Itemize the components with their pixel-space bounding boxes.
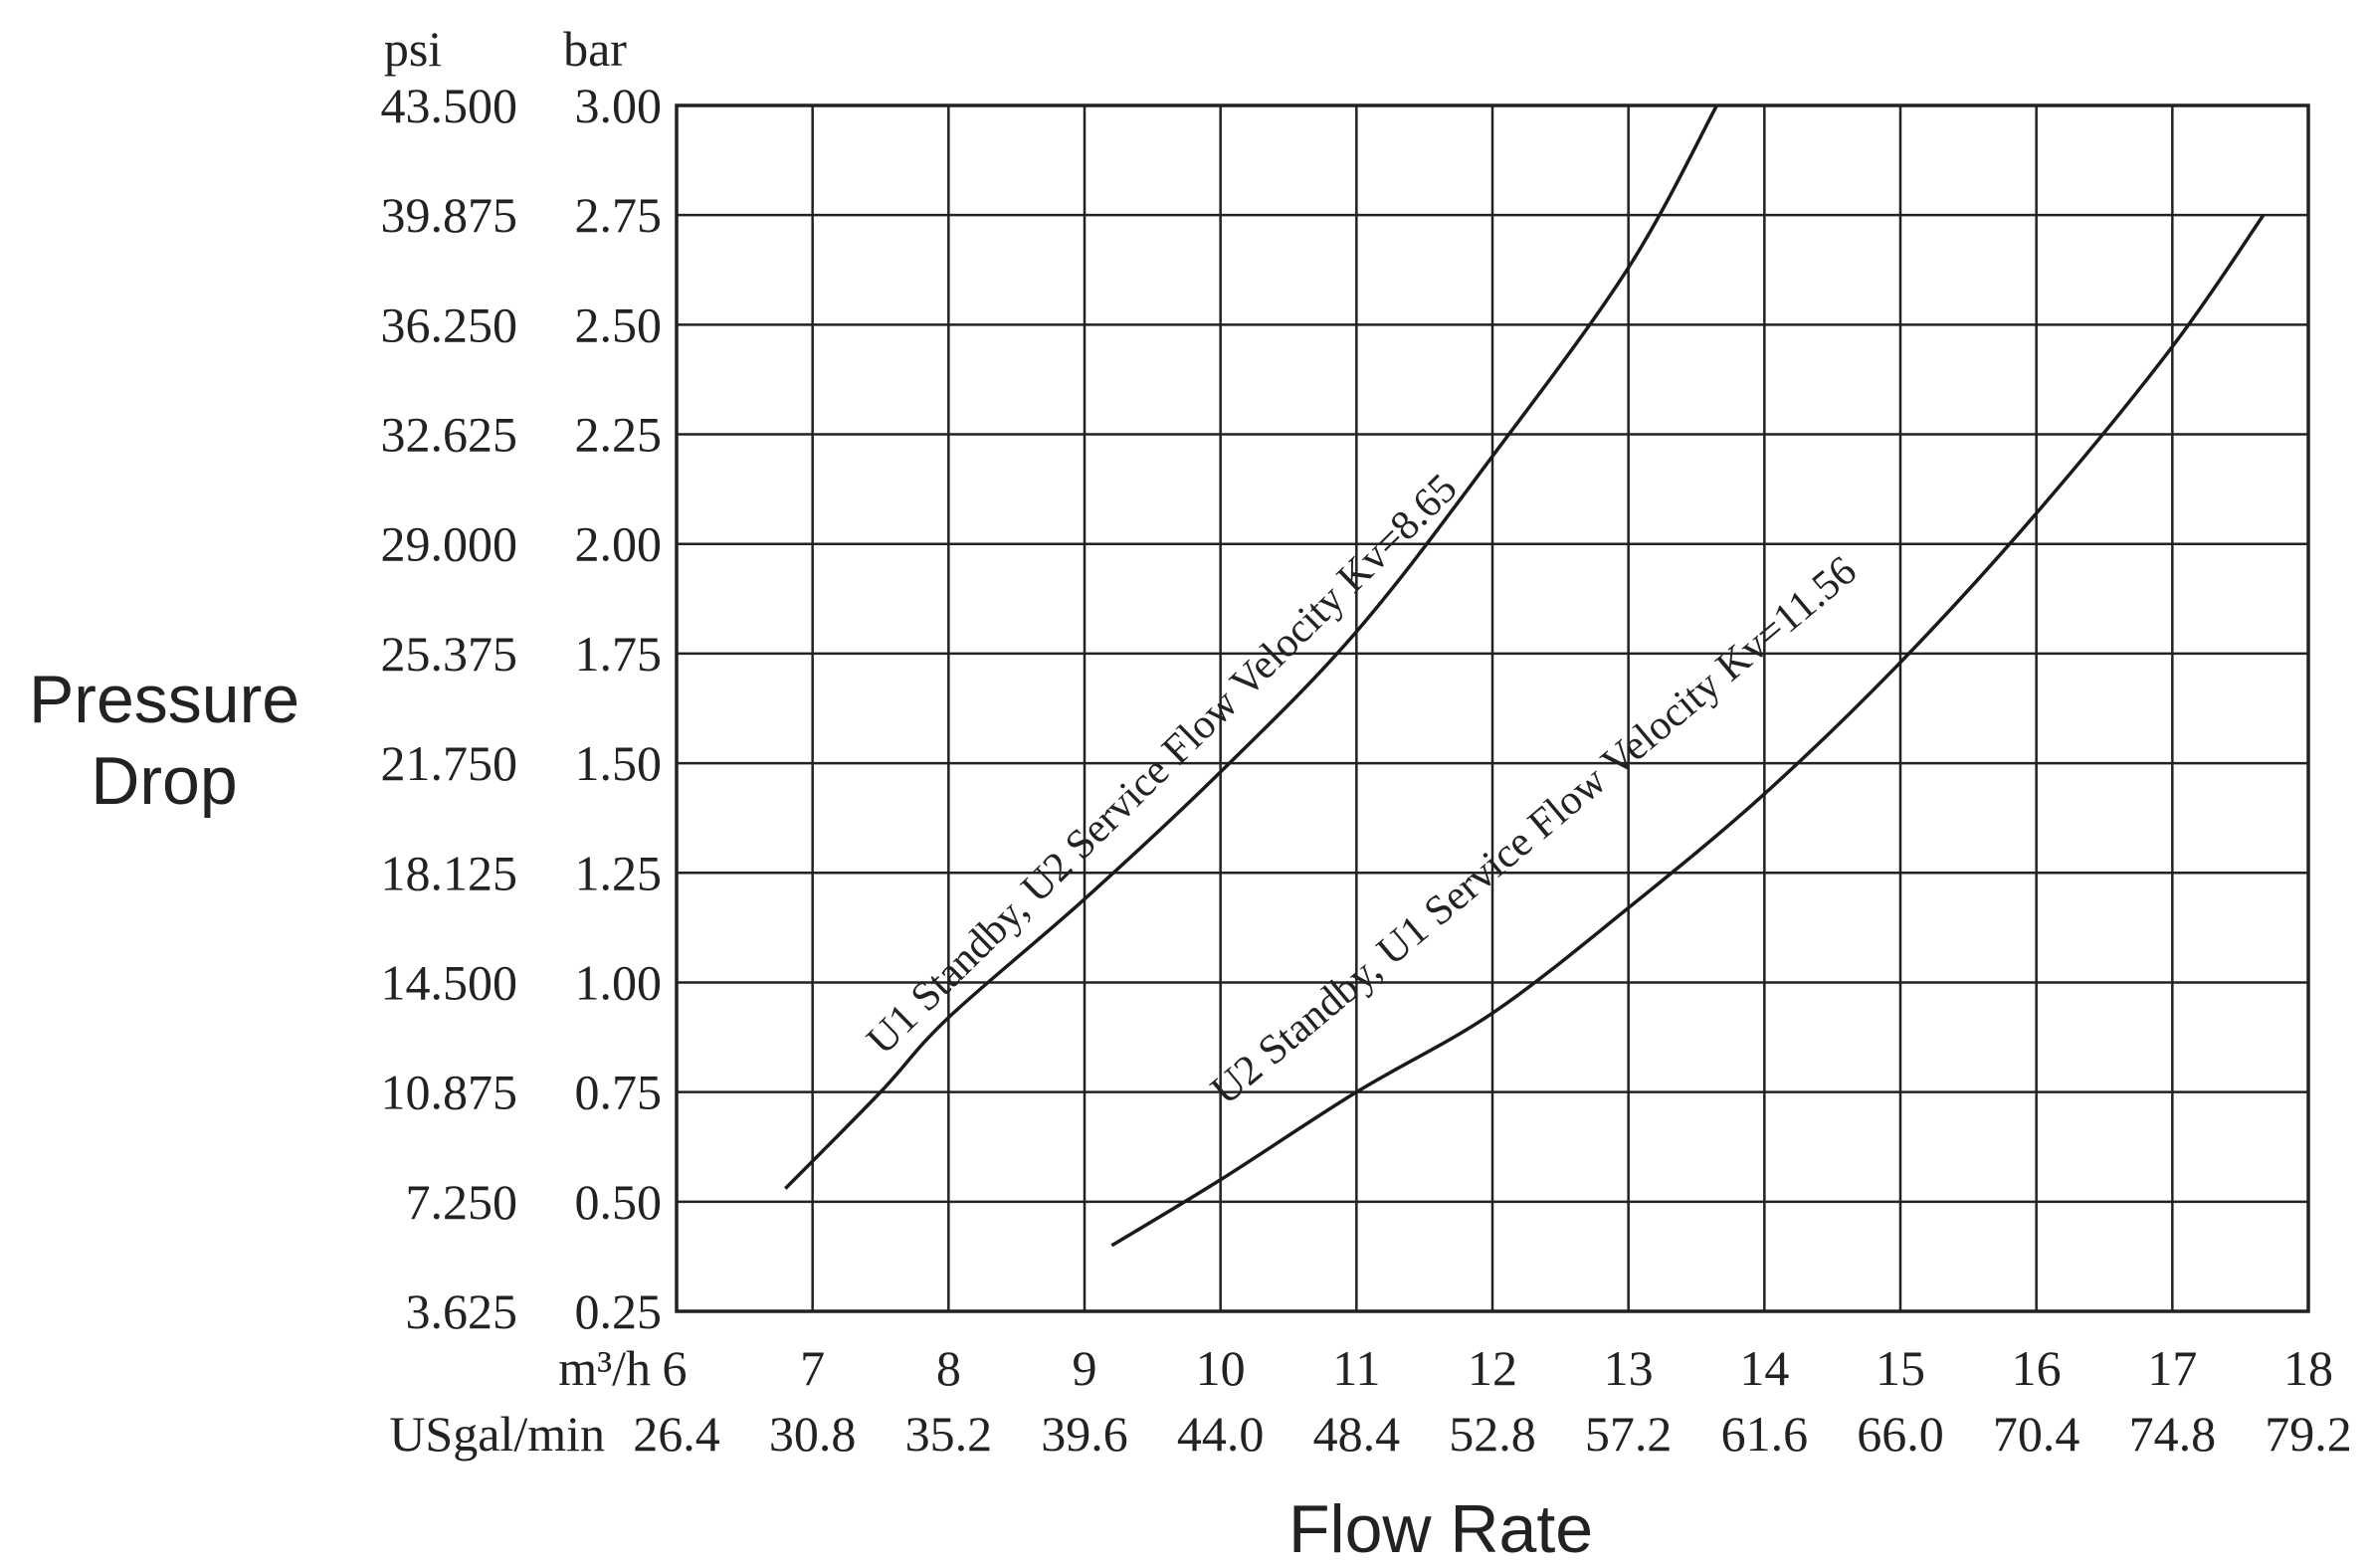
x-unit-primary: m³/h [558, 1340, 651, 1396]
y-axis-title-line2: Drop [91, 743, 237, 819]
y-tick-label-bar: 1.00 [575, 954, 663, 1010]
y-unit-right: bar [563, 21, 627, 77]
tick-labels: 6 26.4 7 30.8 8 35.2 9 39.6 10 44.0 11 48.4 12 52.8 13… [381, 78, 2352, 1462]
x-tick-label-m3h: 13 [1604, 1340, 1654, 1396]
x-tick-label-m3h: 16 [2012, 1340, 2062, 1396]
y-tick-label-psi: 32.625 [381, 407, 518, 463]
x-tick-label-m3h: 10 [1196, 1340, 1246, 1396]
y-tick-label-psi: 39.875 [381, 187, 518, 243]
series-line-2 [1110, 214, 2266, 1248]
x-tick-label-usgal: 26.4 [633, 1406, 720, 1462]
x-tick-label-m3h: 14 [1739, 1340, 1789, 1396]
y-tick-label-psi: 10.875 [381, 1065, 518, 1120]
curve-labels: U1 Standby, U2 Service Flow Velocity Kv=… [859, 466, 1866, 1114]
y-tick-label-bar: 2.50 [575, 296, 663, 352]
y-tick-label-bar: 0.25 [575, 1283, 663, 1339]
x-axis-title: Flow Rate [1288, 1491, 1593, 1567]
x-tick-label-usgal: 61.6 [1721, 1406, 1809, 1462]
x-unit-secondary: USgal/min [389, 1406, 605, 1462]
x-tick-label-usgal: 70.4 [1993, 1406, 2080, 1462]
y-tick-label-psi: 21.750 [381, 735, 518, 791]
x-tick-label-m3h: 12 [1468, 1340, 1517, 1396]
y-tick-label-bar: 0.75 [575, 1065, 663, 1120]
y-tick-label-bar: 2.75 [575, 187, 663, 243]
x-tick-label-usgal: 30.8 [769, 1406, 857, 1462]
y-tick-label-psi: 7.250 [406, 1174, 518, 1230]
y-tick-label-psi: 14.500 [381, 954, 518, 1010]
grid [677, 105, 2308, 1311]
y-tick-label-psi: 43.500 [381, 78, 518, 133]
y-tick-label-bar: 0.50 [575, 1174, 663, 1230]
y-tick-label-bar: 1.50 [575, 735, 663, 791]
y-tick-label-psi: 18.125 [381, 845, 518, 900]
x-tick-label-usgal: 57.2 [1585, 1406, 1673, 1462]
x-tick-label-m3h: 6 [663, 1340, 688, 1396]
x-tick-label-m3h: 7 [800, 1340, 825, 1396]
x-tick-label-usgal: 48.4 [1313, 1406, 1401, 1462]
x-tick-label-m3h: 18 [2283, 1340, 2333, 1396]
x-tick-label-m3h: 17 [2147, 1340, 2197, 1396]
x-tick-label-usgal: 74.8 [2129, 1406, 2217, 1462]
y-tick-label-bar: 1.25 [575, 845, 663, 900]
x-tick-label-usgal: 44.0 [1177, 1406, 1265, 1462]
x-tick-label-usgal: 79.2 [2265, 1406, 2352, 1462]
y-tick-label-psi: 36.250 [381, 296, 518, 352]
x-tick-label-usgal: 35.2 [905, 1406, 993, 1462]
y-tick-label-psi: 29.000 [381, 516, 518, 572]
y-tick-label-bar: 2.00 [575, 516, 663, 572]
plot-frame [675, 103, 2310, 1313]
y-tick-label-bar: 1.75 [575, 626, 663, 682]
y-axis-title-line1: Pressure [29, 662, 299, 737]
x-tick-label-m3h: 9 [1073, 1340, 1097, 1396]
y-tick-label-bar: 2.25 [575, 407, 663, 463]
y-tick-label-bar: 3.00 [575, 78, 663, 133]
y-tick-label-psi: 25.375 [381, 626, 518, 682]
x-tick-label-usgal: 66.0 [1857, 1406, 1944, 1462]
y-unit-left: psi [384, 21, 442, 77]
curves [784, 104, 2266, 1248]
series-line-1 [784, 104, 1719, 1190]
x-tick-label-usgal: 39.6 [1041, 1406, 1128, 1462]
x-tick-label-usgal: 52.8 [1449, 1406, 1536, 1462]
x-tick-label-m3h: 15 [1876, 1340, 1925, 1396]
y-tick-label-psi: 3.625 [406, 1283, 518, 1339]
x-tick-label-m3h: 11 [1332, 1340, 1380, 1396]
x-tick-label-m3h: 8 [936, 1340, 961, 1396]
